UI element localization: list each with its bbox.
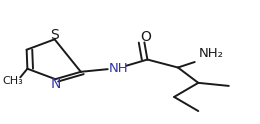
Text: NH: NH xyxy=(108,62,128,75)
Text: S: S xyxy=(50,28,59,42)
Text: CH₃: CH₃ xyxy=(2,76,23,86)
Text: O: O xyxy=(140,30,151,44)
Text: N: N xyxy=(50,77,61,91)
Text: NH₂: NH₂ xyxy=(198,47,224,60)
